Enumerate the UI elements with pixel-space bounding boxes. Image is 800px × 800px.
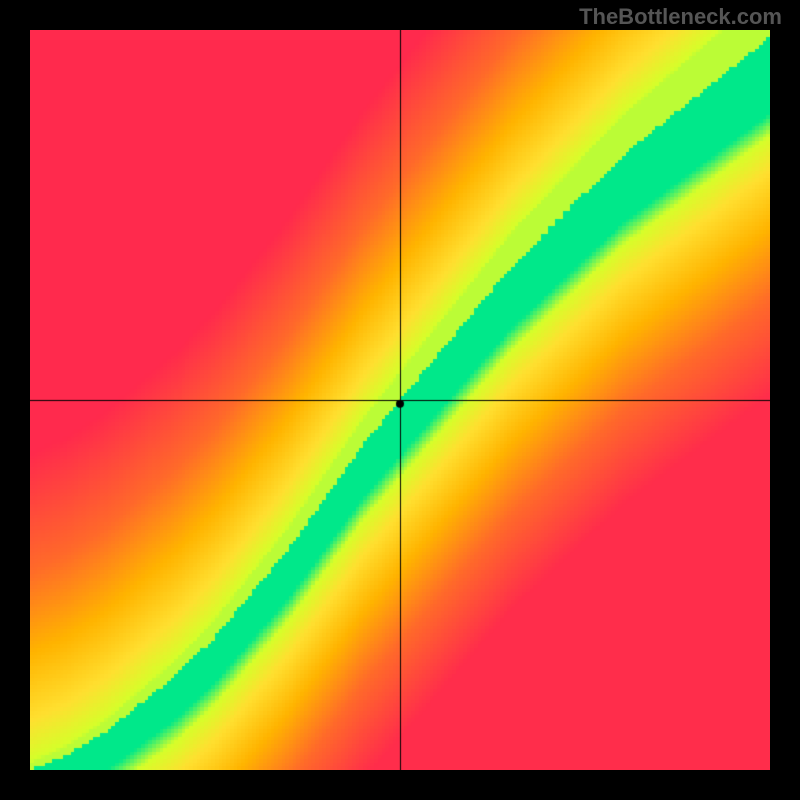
chart-container: TheBottleneck.com [0, 0, 800, 800]
plot-area [30, 30, 770, 770]
watermark-text: TheBottleneck.com [579, 4, 782, 30]
heatmap-canvas [30, 30, 770, 770]
